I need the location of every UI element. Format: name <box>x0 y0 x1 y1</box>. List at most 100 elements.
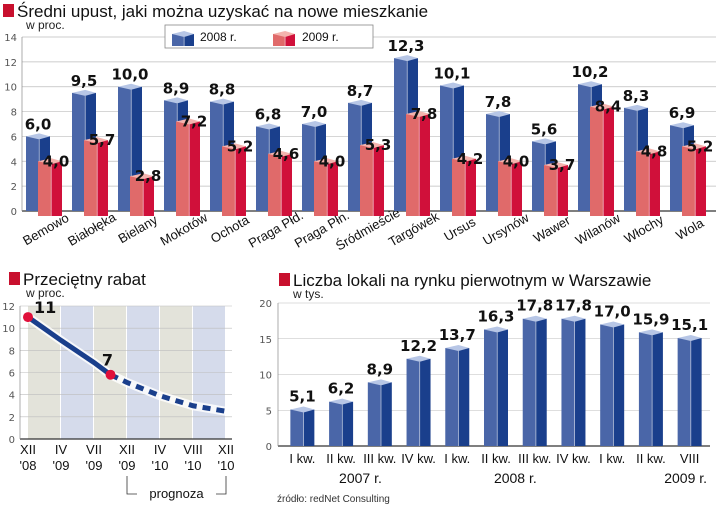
bar-listings-side <box>458 348 470 446</box>
category-label: I kw. <box>599 451 625 466</box>
legend-swatch-2008 <box>172 31 194 46</box>
bar-listings <box>522 315 547 446</box>
data-label-2008: 5,6 <box>531 120 558 138</box>
bar-2009 <box>590 103 614 216</box>
category-label: IV kw. <box>556 451 591 466</box>
data-label: 17,8 <box>516 297 553 315</box>
bar-2009-top <box>498 158 522 165</box>
bar-2008-top <box>624 104 648 111</box>
bar-2009-front <box>38 161 52 216</box>
year-group-label: 2007 r. <box>339 470 382 486</box>
year-group-label: 2009 r. <box>664 470 707 486</box>
bar-2009-side <box>511 161 522 216</box>
x-tick-label: '09 <box>86 458 103 473</box>
category-label: II kw. <box>326 451 356 466</box>
bar-listings-top <box>290 406 315 413</box>
category-label: Wola <box>673 215 707 243</box>
bar-2009-top <box>176 118 200 125</box>
bar-2008-top <box>302 121 326 127</box>
category-label: II kw. <box>481 451 511 466</box>
bar-listings <box>484 326 508 446</box>
category-label: I kw. <box>444 451 470 466</box>
bar-2008-front <box>670 125 684 211</box>
bar-2008-front <box>624 107 638 211</box>
bar-2009-side <box>281 153 292 216</box>
bar-listings-front <box>406 358 420 446</box>
data-point-label: 11 <box>34 298 56 317</box>
y-tick-label: 10 <box>2 324 15 335</box>
bar-2008-front <box>164 100 178 211</box>
y-tick-label: 2 <box>9 413 15 424</box>
data-label: 17,0 <box>594 302 631 320</box>
category-label: Ursus <box>441 214 478 244</box>
data-label-2008: 10,2 <box>571 63 608 81</box>
bar-2009-front <box>360 145 374 216</box>
x-tick-label: XII <box>119 442 135 457</box>
bar-2008-top <box>26 133 50 140</box>
chart3-unit: w tys. <box>292 287 324 301</box>
bar-2008-top <box>210 98 234 105</box>
bar-listings-top <box>677 335 702 342</box>
data-label-2009: 4,0 <box>319 152 346 170</box>
bar-2009-side <box>51 161 62 216</box>
legend-label-2008: 2008 r. <box>200 30 237 44</box>
bar-2009-side <box>327 161 338 216</box>
bar-listings-side <box>574 318 586 446</box>
bar-2008-front <box>578 84 592 211</box>
category-label: Ochota <box>208 212 252 246</box>
bar-listings <box>329 398 354 446</box>
bar-listings <box>600 321 625 446</box>
bar-listings <box>445 345 470 446</box>
bar-2008-front <box>394 58 408 211</box>
data-label-2008: 10,0 <box>111 66 148 84</box>
bar-2009-top <box>268 150 292 157</box>
bar-listings <box>638 329 663 446</box>
data-label-2009: 8,4 <box>595 98 622 116</box>
bar-listings-front <box>484 329 498 446</box>
bar-2008 <box>440 82 464 211</box>
bar-2009 <box>222 143 246 216</box>
bar-2009-front <box>222 146 236 216</box>
bar-2009-top <box>84 137 108 144</box>
bar-listings-top <box>445 345 470 352</box>
bar-listings-top <box>638 329 663 336</box>
bar-listings-front <box>329 401 343 446</box>
y-tick-label: 6 <box>11 132 17 143</box>
bar-2008-top <box>164 97 188 104</box>
bar-listings-front <box>638 332 653 446</box>
data-label-2008: 8,9 <box>163 79 190 97</box>
x-tick-label: XII <box>218 442 234 457</box>
bar-2009-top <box>314 158 338 165</box>
bar-listings-side <box>690 338 702 446</box>
data-label: 6,2 <box>328 380 355 398</box>
bar-2009-top <box>222 143 246 150</box>
forecast-label: prognoza <box>149 486 204 501</box>
bar-2009-side <box>695 146 706 216</box>
category-label: Bielany <box>116 212 161 247</box>
x-tick-label: '08 <box>20 458 37 473</box>
data-label-2008: 10,1 <box>433 64 470 82</box>
bar-2009-front <box>498 161 512 216</box>
bar-listings-top <box>329 398 354 405</box>
bar-2008-top <box>394 55 418 62</box>
bar-2009-side <box>603 106 614 216</box>
data-label-2009: 4,0 <box>43 152 70 170</box>
bar-2009-front <box>130 176 144 216</box>
bar-2009-side <box>649 151 660 216</box>
bar-listings-front <box>600 324 614 446</box>
bar-2008-side <box>453 85 464 211</box>
data-label-2009: 5,2 <box>227 137 254 155</box>
data-label-2008: 7,0 <box>301 103 328 121</box>
bar-2009-side <box>465 158 476 216</box>
data-point <box>105 369 116 380</box>
bar-2009 <box>360 142 384 216</box>
title-marker-1 <box>3 4 14 17</box>
bar-2009-side <box>557 165 568 216</box>
bar-listings-side <box>381 382 392 446</box>
y-tick-label: 0 <box>11 207 17 218</box>
bar-2009-front <box>176 121 190 216</box>
data-label-2008: 7,8 <box>485 93 512 111</box>
bar-2008-front <box>532 141 546 211</box>
data-label-2009: 4,2 <box>457 150 484 168</box>
data-label-2008: 8,7 <box>347 82 374 100</box>
